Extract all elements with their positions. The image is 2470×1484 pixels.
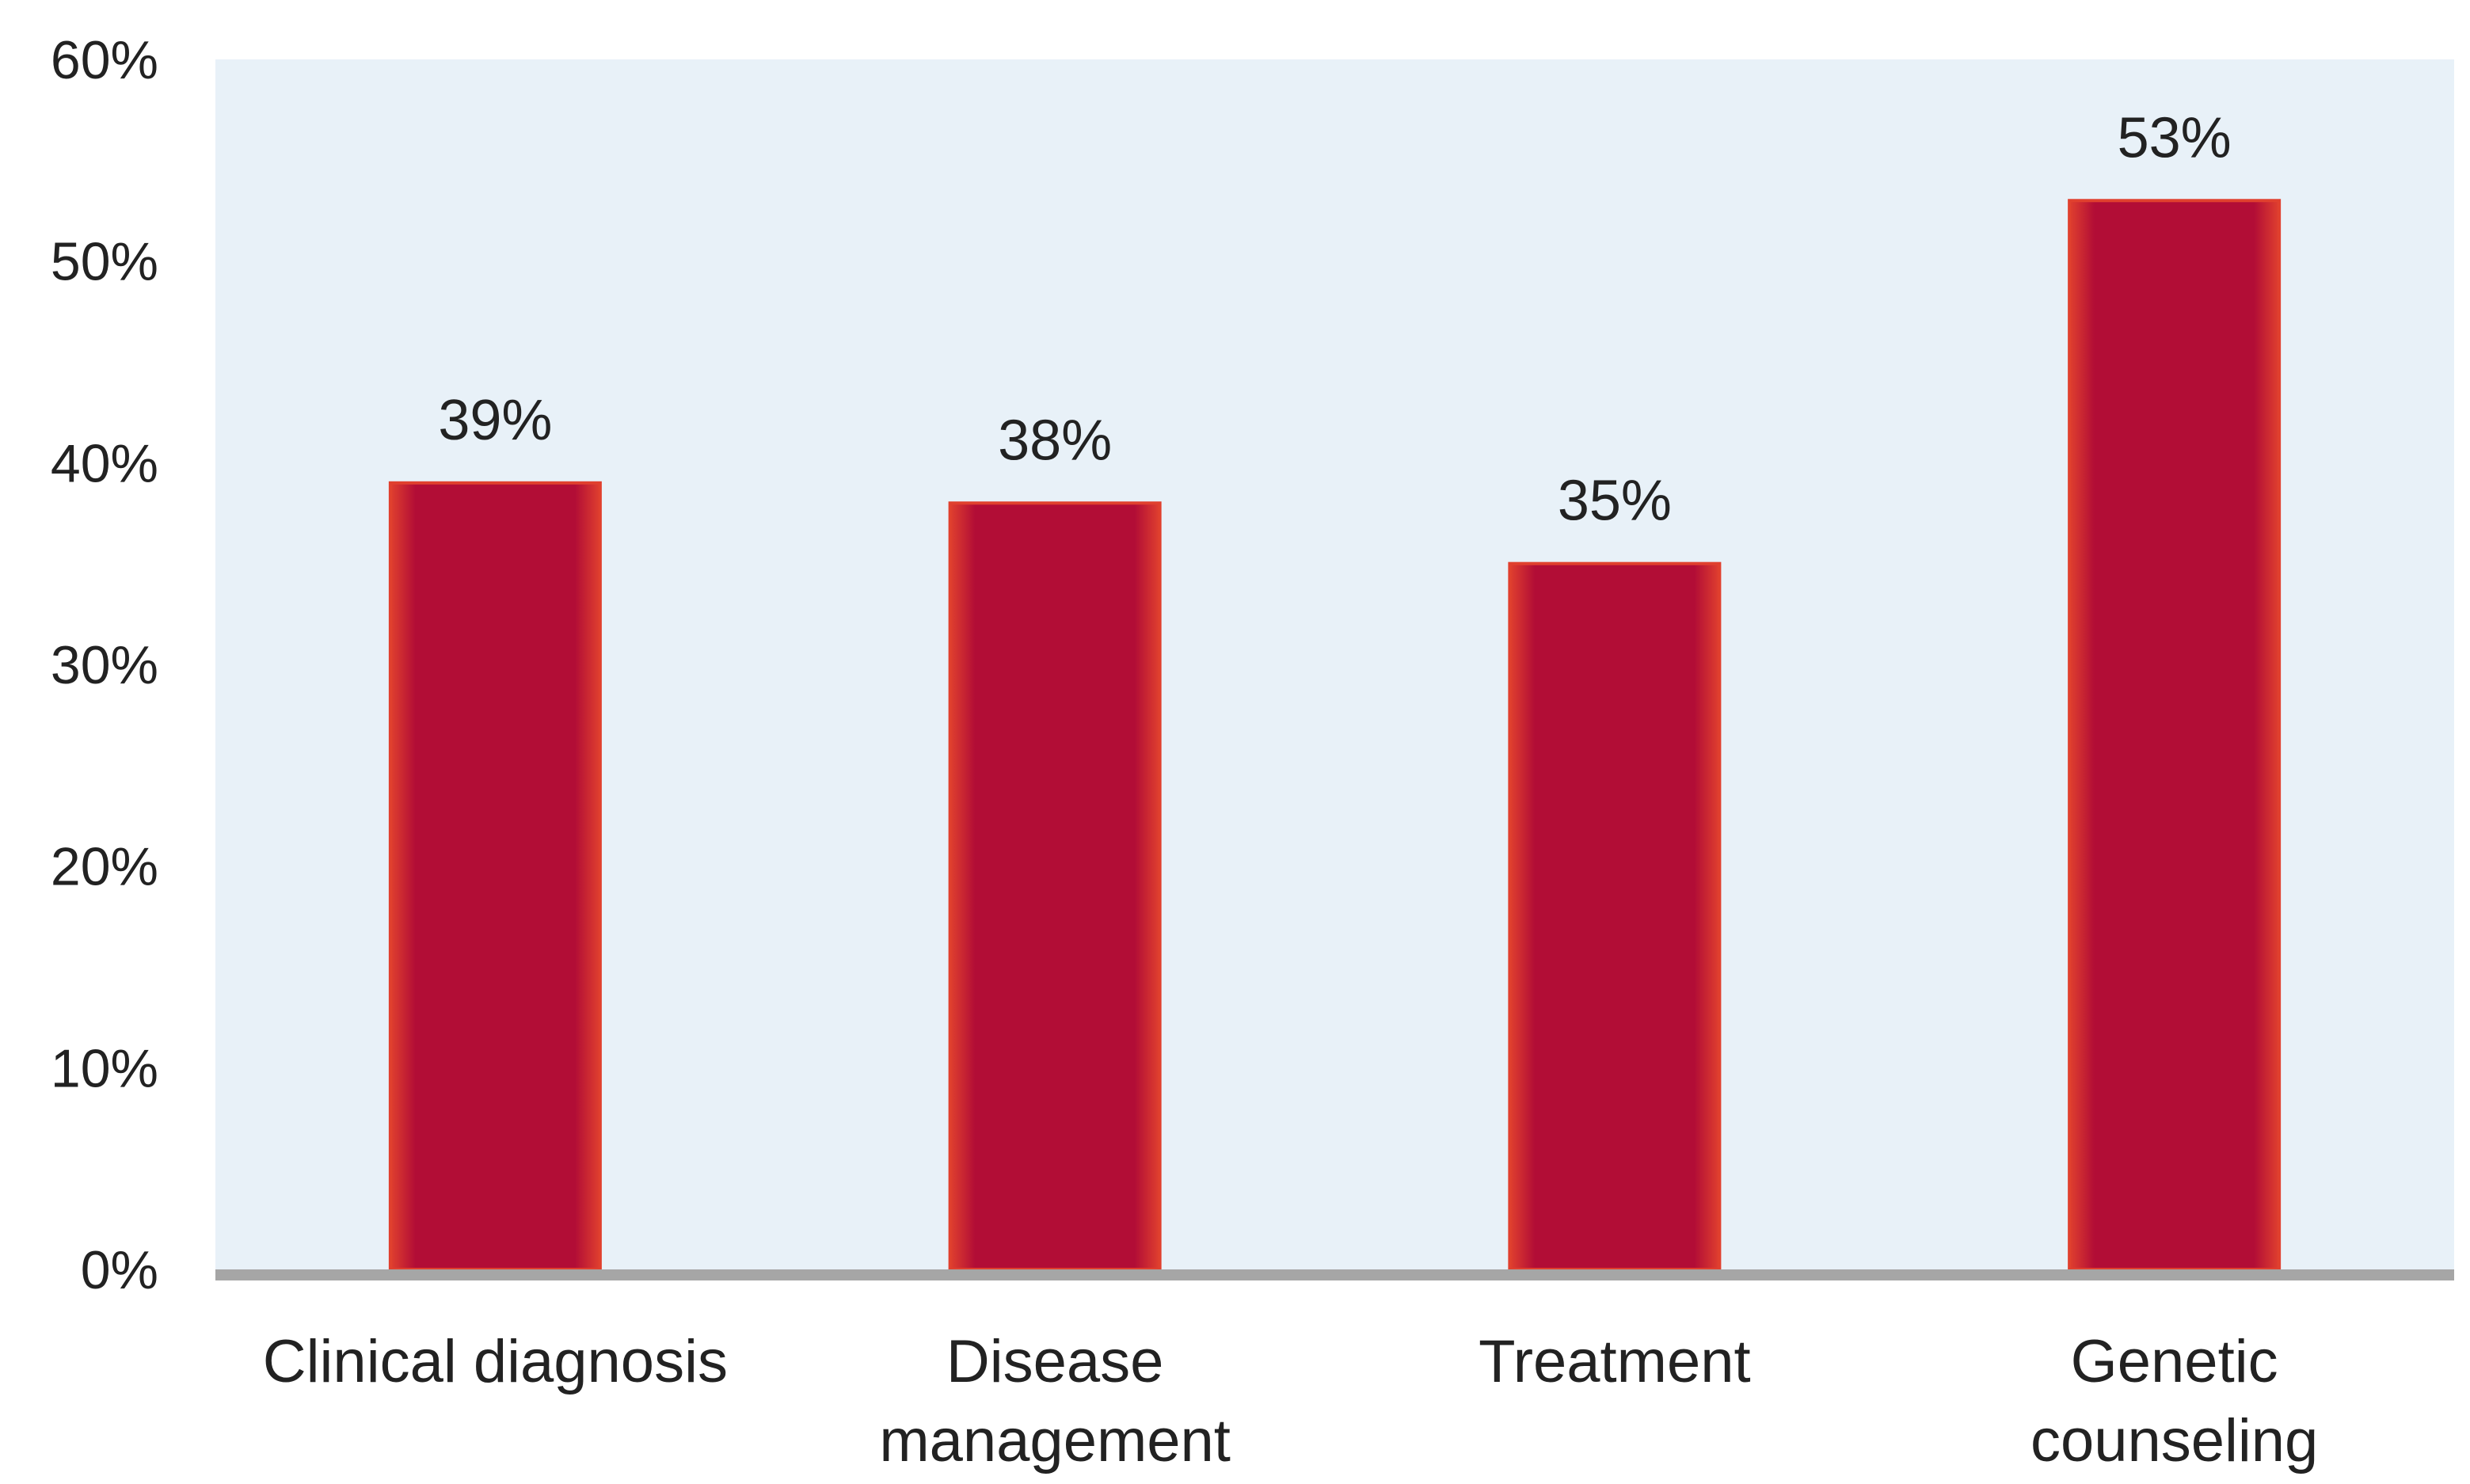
y-tick-label: 0%: [81, 1240, 158, 1300]
x-tick-label: Clinical diagnosis: [263, 1328, 728, 1395]
data-label: 35%: [1558, 470, 1672, 533]
bar: [1508, 561, 1722, 1271]
x-tick-label: Disease: [946, 1328, 1164, 1395]
data-label: 53%: [2118, 106, 2232, 169]
y-tick-label: 30%: [51, 635, 158, 695]
x-tick-label: Genetic: [2071, 1328, 2278, 1395]
x-tick-label: Treatment: [1479, 1328, 1751, 1395]
y-tick-label: 50%: [51, 232, 158, 292]
data-label: 38%: [998, 409, 1112, 472]
bar: [948, 501, 1162, 1271]
y-tick-label: 60%: [51, 30, 158, 90]
bar: [2068, 199, 2282, 1271]
x-axis-baseline: [215, 1269, 2454, 1280]
y-tick-label: 20%: [51, 837, 158, 897]
bar: [388, 481, 602, 1271]
data-label: 39%: [438, 389, 552, 452]
y-tick-label: 40%: [51, 433, 158, 493]
y-tick-label: 10%: [51, 1038, 158, 1098]
x-tick-label: counseling: [2030, 1407, 2318, 1474]
x-tick-label: management: [879, 1407, 1231, 1474]
